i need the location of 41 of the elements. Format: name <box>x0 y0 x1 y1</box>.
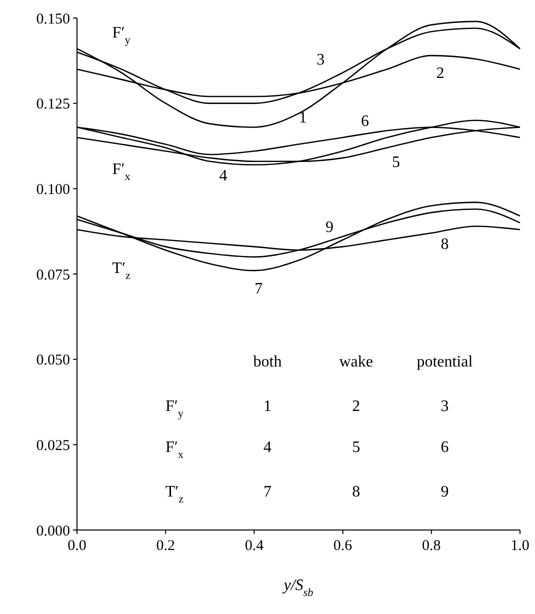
annotation: potential <box>416 354 474 371</box>
y-tick-label: 0.150 <box>36 11 70 28</box>
x-tick-label: 1.0 <box>510 538 530 554</box>
annotation: wake <box>339 354 373 371</box>
annotation: 2 <box>352 398 360 416</box>
annotation: 8 <box>352 483 360 500</box>
annotation: 9 <box>440 483 449 500</box>
x-tick-label: 0.8 <box>422 538 441 554</box>
annotation: F′$_{x}$ <box>165 438 184 461</box>
x-tick-label: 0.0 <box>68 538 86 554</box>
y-tick-label: 0.075 <box>36 267 70 284</box>
series-label: 7 <box>254 280 263 298</box>
annotation: 7 <box>263 483 272 500</box>
series-label: 5 <box>392 154 400 171</box>
annotation: F′$_{y}$ <box>112 24 131 46</box>
x-tick-label: 0.4 <box>244 538 264 554</box>
annotation: 6 <box>440 438 449 456</box>
x-axis-title: y/S$_{sb}$ <box>282 577 314 599</box>
y-tick-label: 0.000 <box>36 523 70 540</box>
annotation: F′$_{x}$ <box>112 160 131 183</box>
annotation: T′$_{z}$ <box>112 260 130 282</box>
y-tick-label: 0.125 <box>36 96 70 113</box>
series-label: 2 <box>436 65 444 82</box>
series-label: 8 <box>440 236 449 253</box>
series-label: 9 <box>326 218 334 236</box>
annotation: both <box>253 354 282 371</box>
series-label: 4 <box>219 168 228 185</box>
series-label: 3 <box>316 52 325 69</box>
annotation: 3 <box>440 398 449 416</box>
series-label: 1 <box>298 110 307 127</box>
annotation: 4 <box>263 438 272 456</box>
annotation: 1 <box>263 398 272 416</box>
y-tick-label: 0.025 <box>36 438 70 454</box>
series-label: 6 <box>360 113 369 130</box>
annotation: F′$_{y}$ <box>165 398 184 420</box>
annotation: 5 <box>352 438 360 456</box>
y-tick-label: 0.050 <box>36 352 70 369</box>
y-tick-label: 0.100 <box>36 182 70 198</box>
x-tick-label: 0.6 <box>333 538 353 554</box>
annotation: T′$_{z}$ <box>165 483 184 506</box>
x-tick-label: 0.2 <box>156 538 175 554</box>
